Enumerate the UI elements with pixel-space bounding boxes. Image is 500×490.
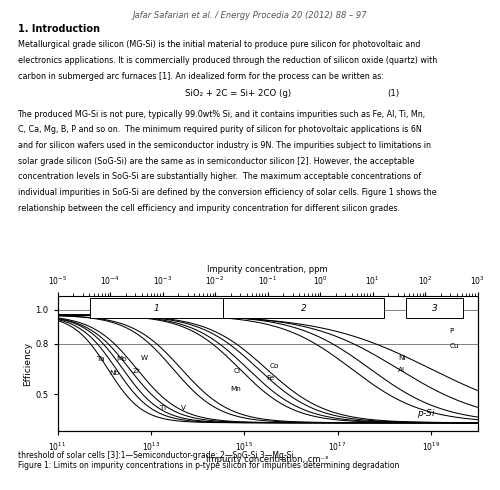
- Text: V: V: [182, 405, 186, 411]
- Text: Ti: Ti: [160, 405, 166, 411]
- Text: carbon in submerged arc furnaces [1]. An idealized form for the process can be w: carbon in submerged arc furnaces [1]. An…: [18, 72, 384, 80]
- Text: 1. Introduction: 1. Introduction: [18, 24, 100, 33]
- Text: 1: 1: [154, 304, 160, 313]
- Text: $p$-Si: $p$-Si: [417, 407, 436, 420]
- Text: Cr: Cr: [234, 368, 242, 374]
- FancyBboxPatch shape: [223, 298, 384, 319]
- Text: Al: Al: [398, 367, 405, 373]
- Text: relationship between the cell efficiency and impurity concentration for differen: relationship between the cell efficiency…: [18, 204, 400, 213]
- Text: Co: Co: [270, 363, 279, 368]
- Y-axis label: Efficiency: Efficiency: [24, 342, 32, 386]
- X-axis label: Impurity concentration, cm⁻³: Impurity concentration, cm⁻³: [206, 455, 328, 465]
- Text: electronics applications. It is commercially produced through the reduction of s: electronics applications. It is commerci…: [18, 56, 437, 65]
- Text: individual impurities in SoG-Si are defined by the conversion efficiency of sola: individual impurities in SoG-Si are defi…: [18, 188, 436, 197]
- Text: Cu: Cu: [450, 343, 459, 349]
- Text: Jafar Safarian et al. / Energy Procedia 20 (2012) 88 – 97: Jafar Safarian et al. / Energy Procedia …: [132, 11, 368, 20]
- Text: concentration levels in SoG-Si are substantially higher.  The maximum acceptable: concentration levels in SoG-Si are subst…: [18, 172, 421, 181]
- Text: SiO₂ + 2C = Si+ 2CO (g): SiO₂ + 2C = Si+ 2CO (g): [185, 89, 291, 98]
- Text: Mo: Mo: [116, 356, 126, 362]
- Text: Ta: Ta: [97, 356, 104, 362]
- Text: Figure 1: Limits on impurity concentrations in p-type silicon for impurities det: Figure 1: Limits on impurity concentrati…: [18, 462, 399, 470]
- X-axis label: Impurity concentration, ppm: Impurity concentration, ppm: [207, 265, 328, 274]
- Text: and for silicon wafers used in the semiconductor industry is 9N. The impurities : and for silicon wafers used in the semic…: [18, 141, 430, 150]
- Text: Nb: Nb: [110, 370, 120, 376]
- Text: 3: 3: [432, 304, 438, 313]
- Text: threshold of solar cells [3]:1—Semiconductor-grade; 2—SoG-Si 3—Mg-Si.: threshold of solar cells [3]:1—Semicondu…: [18, 451, 295, 460]
- Text: The produced MG-Si is not pure, typically 99.0wt% Si, and it contains impurities: The produced MG-Si is not pure, typicall…: [18, 110, 426, 119]
- FancyBboxPatch shape: [406, 298, 464, 319]
- Text: (1): (1): [388, 89, 400, 98]
- Text: solar grade silicon (SoG-Si) are the same as in semiconductor silicon [2]. Howev: solar grade silicon (SoG-Si) are the sam…: [18, 157, 414, 166]
- Text: 2: 2: [300, 304, 306, 313]
- Text: C, Ca, Mg, B, P and so on.  The minimum required purity of silicon for photovolt: C, Ca, Mg, B, P and so on. The minimum r…: [18, 125, 421, 134]
- Text: P: P: [450, 328, 454, 334]
- Text: Fe: Fe: [266, 375, 274, 381]
- Text: Metallurgical grade silicon (MG-Si) is the initial material to produce pure sili: Metallurgical grade silicon (MG-Si) is t…: [18, 40, 420, 49]
- Text: Ni: Ni: [398, 355, 406, 361]
- FancyBboxPatch shape: [90, 298, 223, 319]
- Text: W: W: [140, 355, 147, 361]
- Text: Zr: Zr: [132, 368, 140, 374]
- Text: Mn: Mn: [230, 386, 241, 392]
